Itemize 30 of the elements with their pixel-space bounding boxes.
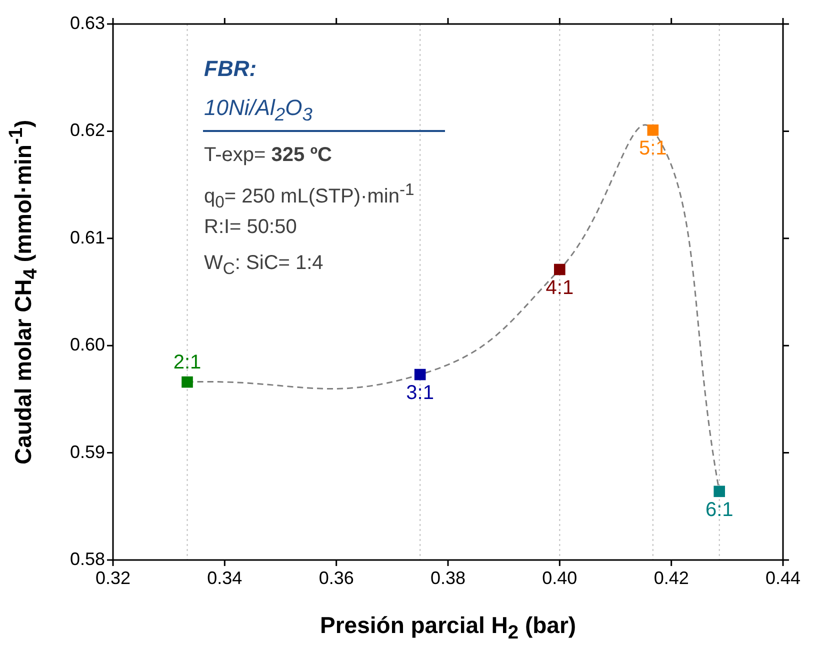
annotation: W$_{C}$: SiC= 1:4 bbox=[204, 252, 324, 279]
x-axis-title: Presión parcial H$_{2}$ (bar) bbox=[320, 612, 576, 645]
x-tick-label: 0.42 bbox=[654, 568, 689, 588]
annotation: q$_{0}$= 250 mL(STP)·min$^{-1}$ bbox=[204, 180, 414, 213]
series-label: 5:1 bbox=[639, 138, 667, 160]
y-tick-label: 0.58 bbox=[70, 548, 105, 569]
point bbox=[414, 368, 426, 380]
y-tick-label: 0.59 bbox=[70, 442, 105, 462]
x-tick-label: 0.34 bbox=[207, 568, 242, 588]
series-label: 4:1 bbox=[546, 277, 574, 300]
y-tick-label: 0.61 bbox=[70, 227, 105, 248]
y-tick-label: 0.62 bbox=[70, 120, 105, 140]
x-tick-label: 0.32 bbox=[95, 568, 131, 588]
point bbox=[714, 486, 726, 498]
point bbox=[182, 376, 193, 388]
point bbox=[554, 264, 566, 276]
series-label: 6:1 bbox=[705, 498, 734, 521]
x-tick-label: 0.40 bbox=[542, 568, 578, 588]
x-tick-label: 0.36 bbox=[318, 568, 354, 588]
series-label: 2:1 bbox=[173, 352, 202, 374]
annotation: 10Ni/Al$_{2}$O$_{3}$ bbox=[204, 95, 312, 126]
annotation: FBR: bbox=[204, 56, 257, 81]
series-label: 3:1 bbox=[406, 382, 434, 404]
x-tick-label: 0.44 bbox=[765, 568, 801, 588]
point bbox=[647, 124, 659, 136]
y-tick-label: 0.63 bbox=[70, 12, 105, 33]
y-tick-label: 0.60 bbox=[70, 334, 105, 355]
annotation: R:I= 50:50 bbox=[204, 216, 297, 239]
annotation: T-exp= 325 ºC bbox=[204, 144, 332, 167]
x-tick-label: 0.38 bbox=[430, 568, 466, 588]
